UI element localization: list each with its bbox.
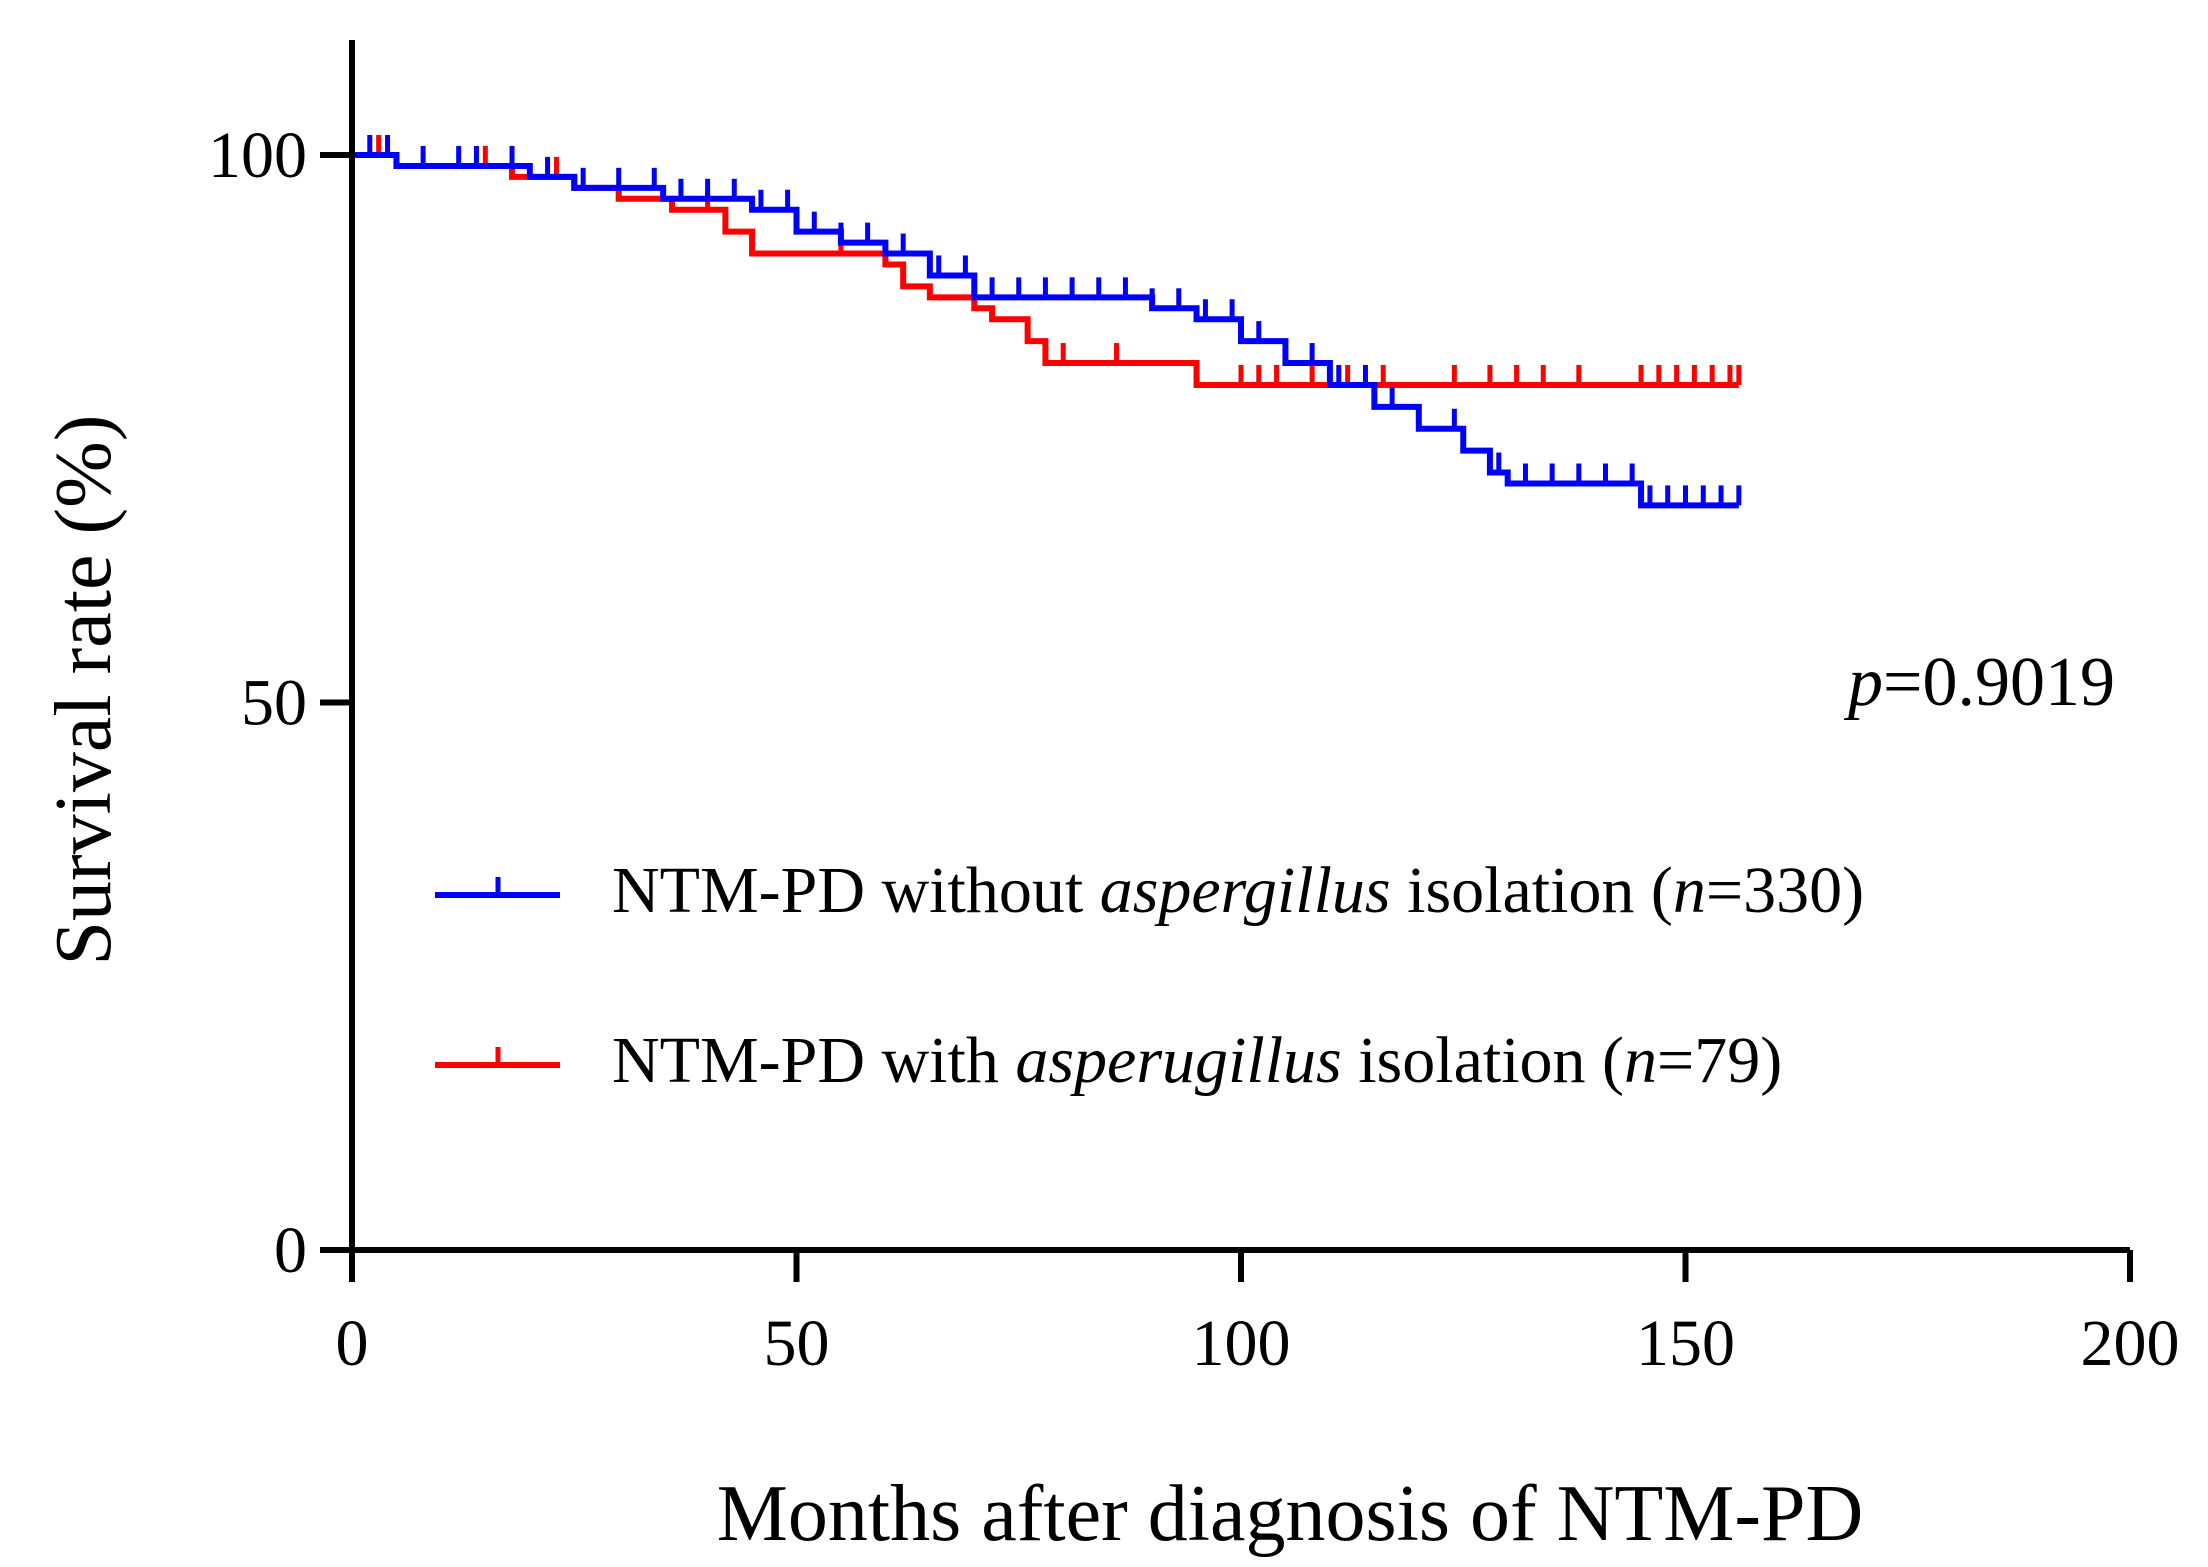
survival-curve-red — [352, 152, 1739, 388]
p-value-value: =0.9019 — [1883, 644, 2115, 721]
y-tick-label: 50 — [241, 667, 307, 740]
y-tick-label: 100 — [208, 119, 307, 192]
legend-blue-prefix: NTM-PD without — [612, 854, 1100, 927]
legend-red-n: n — [1624, 1024, 1657, 1097]
x-tick-label: 200 — [2081, 1307, 2180, 1380]
legend-blue-italic: aspergillus — [1100, 854, 1391, 927]
p-value-annotation: p=0.9019 — [1843, 644, 2115, 721]
legend-blue-n: n — [1673, 854, 1706, 927]
legend-red-middle: isolation ( — [1342, 1024, 1624, 1097]
x-tick-label: 0 — [336, 1307, 369, 1380]
legend-red-prefix: NTM-PD with — [612, 1024, 1015, 1097]
survival-curve-blue — [352, 152, 1739, 509]
legend-blue-suffix: =330) — [1706, 854, 1864, 927]
legend-red-italic: asperugillus — [1015, 1024, 1341, 1097]
legend-label-blue: NTM-PD without aspergillus isolation (n=… — [612, 854, 1864, 927]
legend-label-red: NTM-PD with asperugillus isolation (n=79… — [612, 1024, 1782, 1097]
legend-blue-middle: isolation ( — [1391, 854, 1673, 927]
x-tick-label: 100 — [1192, 1307, 1291, 1380]
x-tick-label: 50 — [764, 1307, 830, 1380]
legend: NTM-PD without aspergillus isolation (n=… — [435, 854, 1864, 1097]
y-axis-ticks: 0 50 100 — [208, 119, 352, 1287]
legend-red-suffix: =79) — [1657, 1024, 1782, 1097]
plot-area — [352, 135, 1742, 509]
x-tick-label: 150 — [1636, 1307, 1735, 1380]
p-value-symbol: p — [1843, 644, 1883, 721]
x-axis-title: Months after diagnosis of NTM-PD — [717, 1470, 1864, 1558]
y-tick-label: 0 — [274, 1214, 307, 1287]
x-axis-ticks: 0 50 100 150 200 — [336, 1250, 2180, 1380]
y-axis-title: Survival rate (%) — [40, 415, 128, 966]
